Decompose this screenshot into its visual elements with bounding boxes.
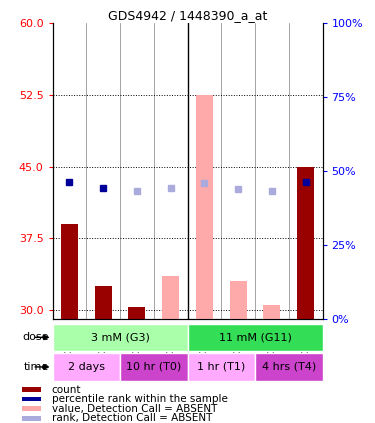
- Bar: [230, 281, 247, 319]
- Text: 1 hr (T1): 1 hr (T1): [197, 362, 245, 372]
- Bar: [297, 167, 314, 319]
- Bar: [94, 286, 112, 319]
- Bar: [22, 387, 40, 392]
- Text: value, Detection Call = ABSENT: value, Detection Call = ABSENT: [52, 404, 217, 414]
- Bar: [263, 305, 280, 319]
- Bar: [22, 407, 40, 411]
- Bar: [61, 224, 78, 319]
- Bar: [53, 324, 188, 351]
- Bar: [162, 276, 179, 319]
- Text: rank, Detection Call = ABSENT: rank, Detection Call = ABSENT: [52, 413, 212, 423]
- Text: percentile rank within the sample: percentile rank within the sample: [52, 394, 228, 404]
- Text: 4 hrs (T4): 4 hrs (T4): [262, 362, 316, 372]
- Bar: [22, 416, 40, 420]
- Text: 10 hr (T0): 10 hr (T0): [126, 362, 182, 372]
- Text: time: time: [24, 362, 49, 372]
- Bar: [128, 307, 146, 319]
- Text: 2 days: 2 days: [68, 362, 105, 372]
- Text: count: count: [52, 385, 81, 395]
- Bar: [53, 353, 120, 381]
- Text: 11 mM (G11): 11 mM (G11): [219, 332, 291, 342]
- Text: dose: dose: [22, 332, 49, 342]
- Bar: [120, 353, 188, 381]
- Bar: [196, 95, 213, 319]
- Title: GDS4942 / 1448390_a_at: GDS4942 / 1448390_a_at: [108, 9, 267, 22]
- Bar: [188, 353, 255, 381]
- Bar: [255, 353, 322, 381]
- Text: 3 mM (G3): 3 mM (G3): [91, 332, 149, 342]
- Bar: [22, 397, 40, 401]
- Bar: [188, 324, 322, 351]
